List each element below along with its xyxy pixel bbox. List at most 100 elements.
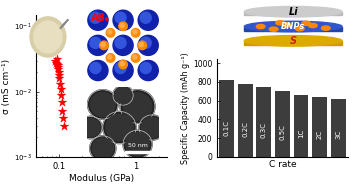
Point	[52, 59, 58, 62]
Circle shape	[126, 133, 150, 156]
Text: Li: Li	[289, 7, 298, 17]
Circle shape	[90, 136, 116, 161]
Point	[57, 83, 63, 86]
Circle shape	[138, 41, 147, 50]
Circle shape	[321, 26, 330, 30]
Text: 0.1C: 0.1C	[223, 119, 230, 136]
Circle shape	[113, 10, 133, 30]
Circle shape	[34, 21, 62, 53]
Circle shape	[139, 42, 143, 47]
Point	[60, 110, 66, 113]
Circle shape	[100, 41, 108, 50]
Circle shape	[282, 23, 291, 27]
Point	[53, 61, 59, 64]
Circle shape	[108, 30, 112, 34]
Circle shape	[141, 117, 163, 138]
Circle shape	[123, 93, 152, 120]
Circle shape	[120, 90, 155, 123]
Bar	[244, 12, 342, 15]
X-axis label: C rate: C rate	[269, 160, 296, 169]
Point	[54, 57, 60, 60]
Text: BNPs: BNPs	[281, 22, 305, 31]
Circle shape	[138, 35, 158, 55]
Circle shape	[140, 37, 151, 48]
Circle shape	[88, 10, 108, 30]
Circle shape	[132, 30, 137, 34]
Circle shape	[123, 130, 152, 158]
Circle shape	[90, 62, 101, 74]
Circle shape	[138, 60, 158, 81]
Bar	[219, 80, 234, 157]
Y-axis label: Specific Capacity (mAh g⁻¹): Specific Capacity (mAh g⁻¹)	[181, 52, 190, 164]
Bar	[294, 95, 308, 157]
Circle shape	[106, 54, 115, 62]
Point	[59, 100, 65, 103]
Point	[56, 74, 62, 77]
Point	[61, 124, 67, 127]
Bar	[238, 84, 253, 157]
Circle shape	[132, 55, 137, 59]
Circle shape	[103, 111, 136, 144]
Text: 3C: 3C	[335, 130, 341, 139]
Circle shape	[90, 12, 101, 23]
Text: 0.2C: 0.2C	[242, 121, 248, 137]
Text: 1C: 1C	[298, 129, 304, 138]
Text: S: S	[290, 36, 297, 46]
Circle shape	[256, 24, 265, 29]
Point	[55, 65, 61, 68]
Circle shape	[295, 26, 304, 31]
Point	[58, 93, 64, 96]
Circle shape	[88, 35, 108, 55]
Point	[55, 63, 60, 66]
Circle shape	[81, 118, 100, 137]
Circle shape	[140, 62, 151, 74]
Ellipse shape	[244, 6, 342, 17]
Circle shape	[88, 90, 118, 119]
Point	[56, 71, 62, 74]
Circle shape	[138, 10, 158, 30]
Circle shape	[140, 12, 151, 23]
Bar	[256, 87, 271, 157]
Circle shape	[276, 21, 285, 25]
Bar	[275, 91, 290, 157]
Circle shape	[131, 54, 140, 62]
Circle shape	[79, 116, 102, 139]
Circle shape	[106, 29, 115, 37]
Circle shape	[115, 62, 126, 74]
Circle shape	[308, 23, 317, 28]
Bar	[244, 26, 342, 31]
Bar	[125, 151, 152, 153]
Circle shape	[139, 115, 165, 140]
Circle shape	[120, 23, 125, 28]
Y-axis label: σ (mS cm⁻¹): σ (mS cm⁻¹)	[2, 58, 11, 114]
Point	[55, 68, 61, 71]
Text: 0.3C: 0.3C	[261, 122, 267, 138]
Ellipse shape	[244, 36, 342, 46]
X-axis label: Modulus (GPa): Modulus (GPa)	[69, 174, 134, 183]
Circle shape	[113, 60, 133, 81]
Circle shape	[302, 21, 311, 26]
Circle shape	[88, 60, 108, 81]
Circle shape	[90, 37, 101, 48]
Text: 0.5C: 0.5C	[279, 124, 285, 140]
Ellipse shape	[244, 21, 342, 32]
Circle shape	[90, 92, 115, 116]
Text: AB₆: AB₆	[90, 13, 110, 23]
Circle shape	[113, 35, 133, 55]
Circle shape	[106, 114, 133, 141]
Bar	[331, 99, 346, 157]
Bar	[312, 97, 327, 157]
Circle shape	[108, 55, 112, 59]
Circle shape	[119, 60, 127, 69]
Text: 2C: 2C	[317, 129, 323, 139]
Circle shape	[119, 22, 127, 31]
Point	[58, 88, 63, 91]
Circle shape	[115, 87, 131, 103]
Circle shape	[115, 37, 126, 48]
Circle shape	[113, 86, 133, 105]
Point	[54, 62, 59, 65]
Circle shape	[120, 61, 125, 66]
Circle shape	[115, 12, 126, 23]
Circle shape	[30, 17, 66, 57]
Circle shape	[92, 138, 114, 159]
